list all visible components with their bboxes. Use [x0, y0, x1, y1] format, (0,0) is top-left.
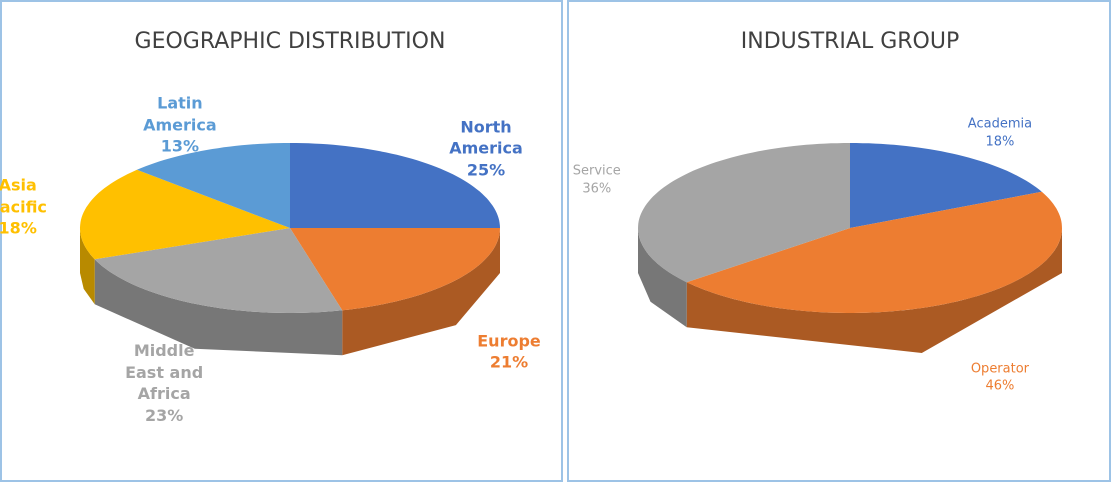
slice-side: [80, 228, 95, 305]
data-label: Europe 21%: [459, 330, 559, 373]
value-label: 36%: [582, 181, 612, 197]
value-label: 46%: [985, 378, 1015, 394]
category-label: Service: [572, 163, 621, 179]
value-label: 18%: [0, 218, 37, 238]
value-label: 23%: [144, 405, 184, 425]
slice-side: [638, 228, 687, 328]
slice: [686, 191, 1062, 313]
category-label: North America: [449, 117, 523, 158]
value-label: 13%: [160, 136, 200, 156]
slice: [290, 228, 500, 311]
chart-title: GEOGRAPHIC DISTRIBUTION: [135, 29, 446, 54]
slice-side: [342, 228, 500, 356]
slice: [94, 228, 343, 313]
panel: [567, 0, 1111, 482]
data-label: Latin America 13%: [130, 93, 230, 158]
panel: [0, 0, 563, 482]
data-label: North America 25%: [436, 116, 536, 181]
chart-title: INDUSTRIAL GROUP: [741, 29, 960, 54]
slice: [136, 143, 290, 228]
slice: [80, 169, 290, 260]
data-label: Asia Pacific18%: [0, 175, 68, 240]
category-label: Middle East and Africa: [125, 340, 204, 403]
category-label: Europe: [477, 331, 541, 351]
category-label: Academia: [967, 116, 1033, 132]
category-label: Asia Pacific: [0, 175, 47, 217]
slice: [638, 143, 850, 283]
slice-side: [94, 259, 343, 356]
value-label: 18%: [985, 134, 1015, 150]
data-label: Service 36%: [552, 163, 642, 198]
category-label: Operator: [970, 361, 1030, 377]
slice-side: [686, 228, 1062, 353]
data-label: Academia 18%: [955, 116, 1045, 151]
value-label: 25%: [466, 160, 506, 180]
data-label: Operator 46%: [955, 360, 1045, 395]
data-label: Middle East and Africa 23%: [114, 340, 214, 426]
slice: [290, 143, 500, 228]
value-label: 21%: [489, 352, 529, 372]
category-label: Latin America: [143, 93, 217, 135]
slice: [850, 143, 1042, 228]
